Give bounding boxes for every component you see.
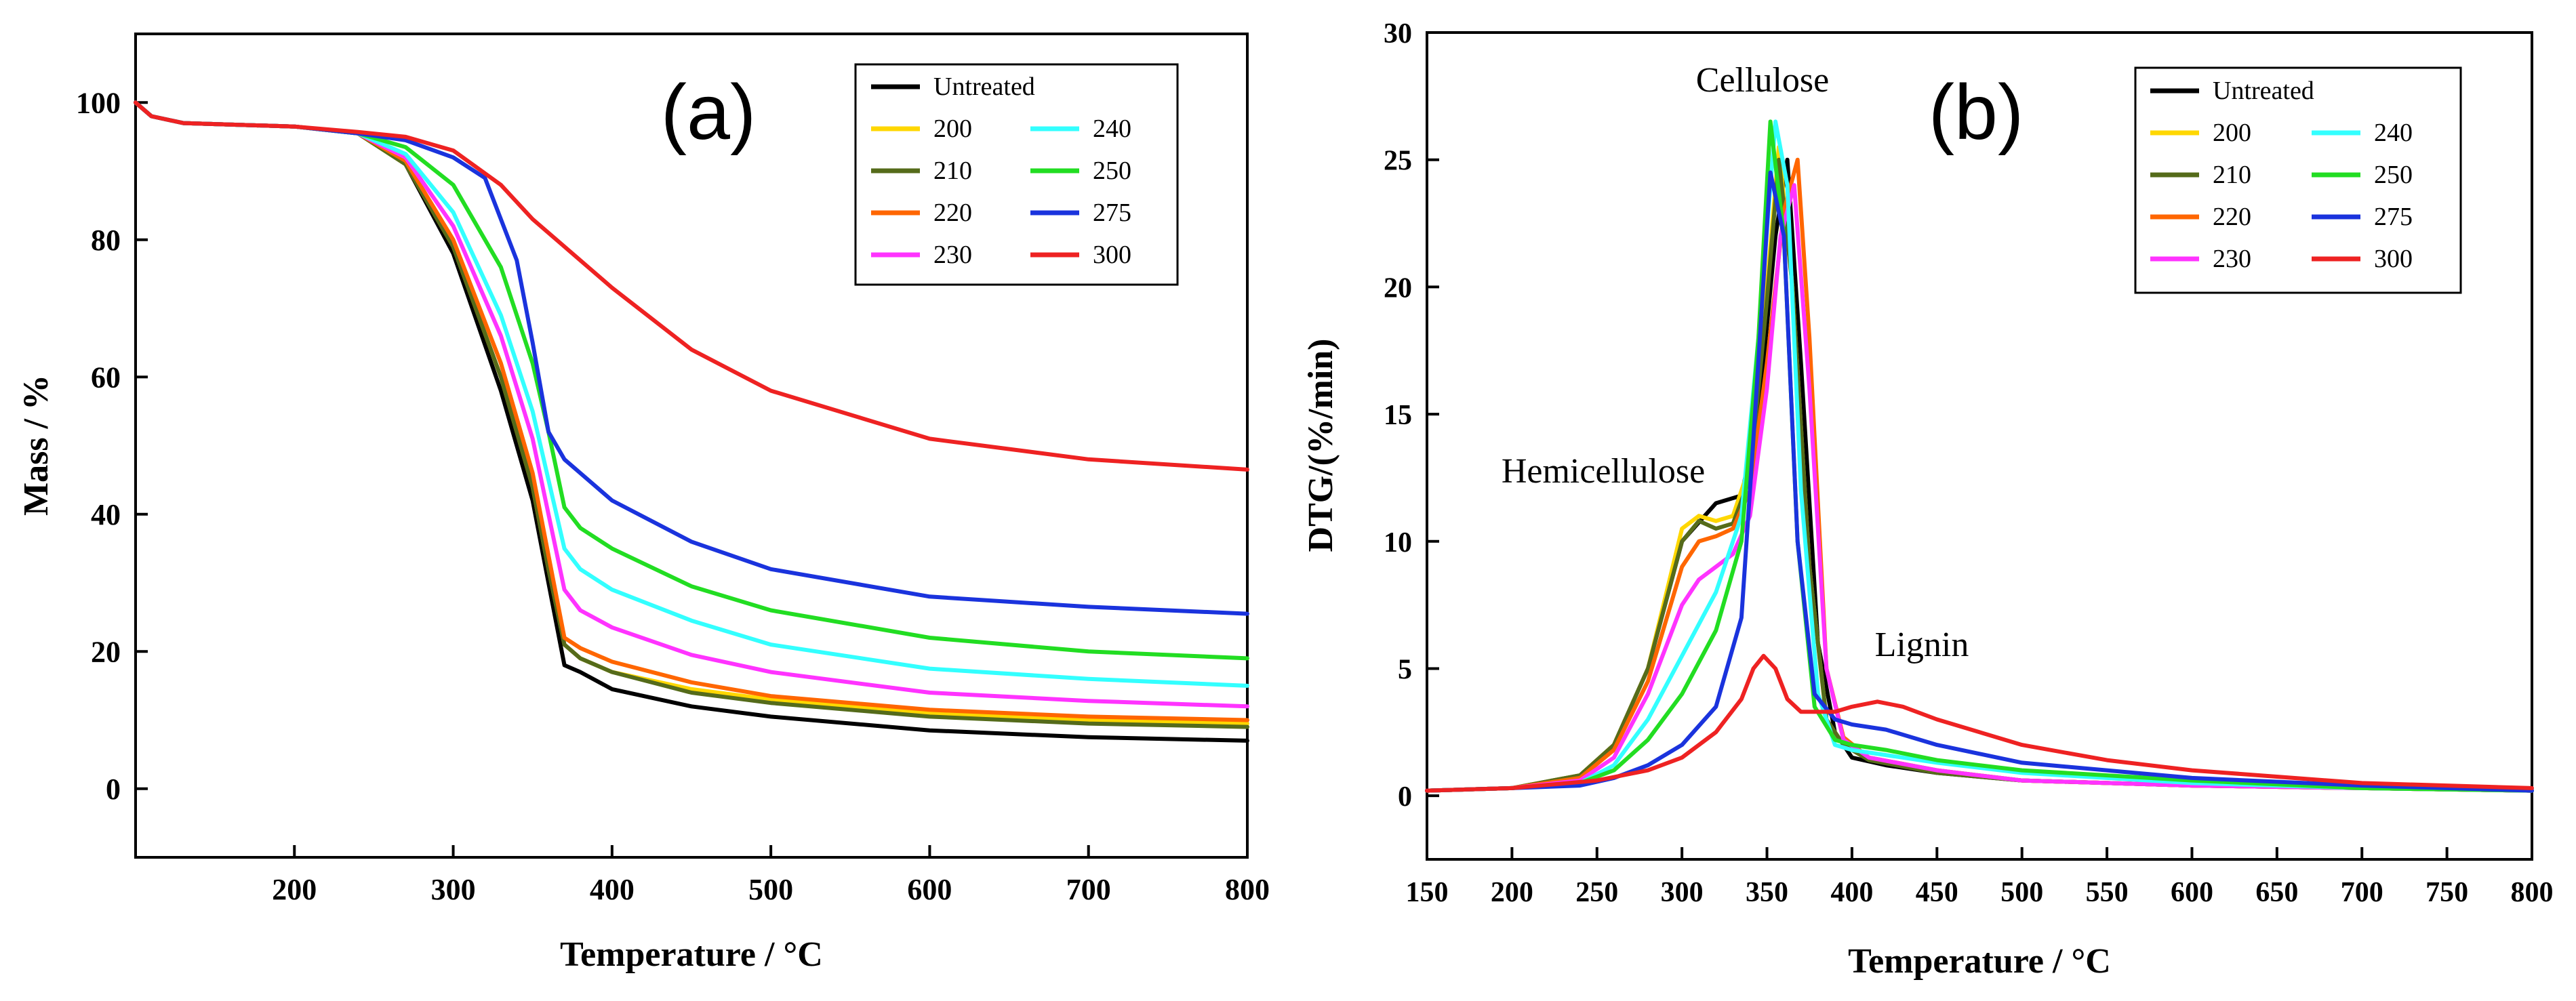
- legend-label-240: 240: [2374, 119, 2413, 147]
- legend-label-200: 200: [2213, 119, 2251, 147]
- x-tick-label: 700: [1066, 873, 1111, 906]
- x-ticks-b: 150 200 250 300 350 400 450 500 550 600 650 700 750 8…: [1406, 847, 2554, 908]
- x-tick-label: 600: [907, 873, 952, 906]
- x-tick-label: 650: [2255, 877, 2298, 908]
- annotation-hemicellulose: Hemicellulose: [1502, 452, 1705, 491]
- x-tick-label: 700: [2341, 877, 2383, 908]
- series-line-300: [134, 100, 1249, 472]
- legend-label-240: 240: [1093, 115, 1131, 143]
- legend-label-untreated: Untreated: [933, 73, 1035, 101]
- x-axis-title-b: Temperature / °C: [1848, 942, 2111, 981]
- y-tick-label: 20: [91, 635, 121, 668]
- y-tick-label: 60: [91, 361, 121, 394]
- legend-label-250: 250: [1093, 157, 1131, 185]
- annotation-cellulose: Cellulose: [1696, 61, 1829, 100]
- y-tick-label: 25: [1384, 146, 1412, 177]
- legend-label-untreated: Untreated: [2213, 77, 2314, 105]
- x-tick-label: 250: [1575, 877, 1618, 908]
- y-tick-label: 5: [1398, 654, 1412, 685]
- legend-b: Untreated 200 210 220 230 240 250 275 300: [2134, 66, 2462, 294]
- x-tick-label: 500: [2000, 877, 2043, 908]
- series-line-300: [1425, 653, 2534, 793]
- legend-a: Untreated 200 210 220 230 240 250 275 300: [854, 63, 1179, 286]
- series-group-b: [1425, 119, 2534, 793]
- y-tick-label: 100: [76, 86, 121, 119]
- legend-label-210: 210: [933, 157, 972, 185]
- x-tick-label: 300: [431, 873, 476, 906]
- x-tick-label: 350: [1746, 877, 1788, 908]
- x-tick-label: 800: [1225, 873, 1270, 906]
- x-tick-label: 200: [1491, 877, 1533, 908]
- y-tick-label: 20: [1384, 272, 1412, 304]
- y-tick-label: 40: [91, 498, 121, 531]
- y-tick-label: 10: [1384, 527, 1412, 558]
- legend-box-a: [854, 63, 1179, 286]
- y-tick-label: 0: [1398, 781, 1412, 813]
- x-tick-label: 300: [1661, 877, 1704, 908]
- panel-a-mass-chart: 200 300 400 500 600 700 800 0 20 40 60 80 100 (a) U…: [17, 33, 1270, 974]
- y-tick-label: 30: [1384, 18, 1412, 49]
- x-tick-label: 450: [1916, 877, 1958, 908]
- x-axis-title-a: Temperature / °C: [560, 935, 823, 974]
- legend-label-275: 275: [2374, 203, 2413, 231]
- x-tick-label: 750: [2426, 877, 2468, 908]
- panel-label-a: (a): [661, 69, 757, 156]
- panel-label-b: (b): [1929, 69, 2024, 156]
- y-axis-title-a: Mass / %: [17, 375, 56, 516]
- legend-label-220: 220: [933, 199, 972, 227]
- x-ticks-a: 200 300 400 500 600 700 800: [272, 845, 1270, 906]
- x-tick-label: 600: [2171, 877, 2213, 908]
- y-tick-label: 0: [106, 773, 121, 806]
- series-line-230: [1425, 183, 2534, 793]
- annotation-lignin: Lignin: [1875, 626, 1969, 664]
- x-tick-label: 500: [748, 873, 793, 906]
- legend-label-275: 275: [1093, 199, 1131, 227]
- legend-label-230: 230: [2213, 245, 2251, 273]
- x-tick-label: 400: [1830, 877, 1873, 908]
- legend-label-230: 230: [933, 241, 972, 269]
- legend-label-220: 220: [2213, 203, 2251, 231]
- series-line-240: [1425, 119, 2534, 793]
- y-tick-label: 80: [91, 224, 121, 257]
- legend-box-b: [2134, 66, 2462, 294]
- y-tick-label: 15: [1384, 400, 1412, 431]
- x-tick-label: 400: [590, 873, 635, 906]
- legend-label-300: 300: [2374, 245, 2413, 273]
- legend-label-250: 250: [2374, 161, 2413, 189]
- y-axis-title-b: DTG/(%/min): [1302, 339, 1340, 552]
- x-tick-label: 200: [272, 873, 317, 906]
- x-tick-label: 800: [2511, 877, 2554, 908]
- legend-label-210: 210: [2213, 161, 2251, 189]
- y-ticks-b: 0 5 10 15 20 25 30: [1384, 18, 1439, 813]
- x-tick-label: 550: [2086, 877, 2129, 908]
- y-ticks-a: 0 20 40 60 80 100: [76, 86, 148, 806]
- series-group-a: [134, 100, 1249, 743]
- x-tick-label: 150: [1406, 877, 1449, 908]
- legend-label-200: 200: [933, 115, 972, 143]
- panel-b-dtg-chart: 150 200 250 300 350 400 450 500 550 600 650 700 750 8…: [1302, 18, 2554, 981]
- legend-label-300: 300: [1093, 241, 1131, 269]
